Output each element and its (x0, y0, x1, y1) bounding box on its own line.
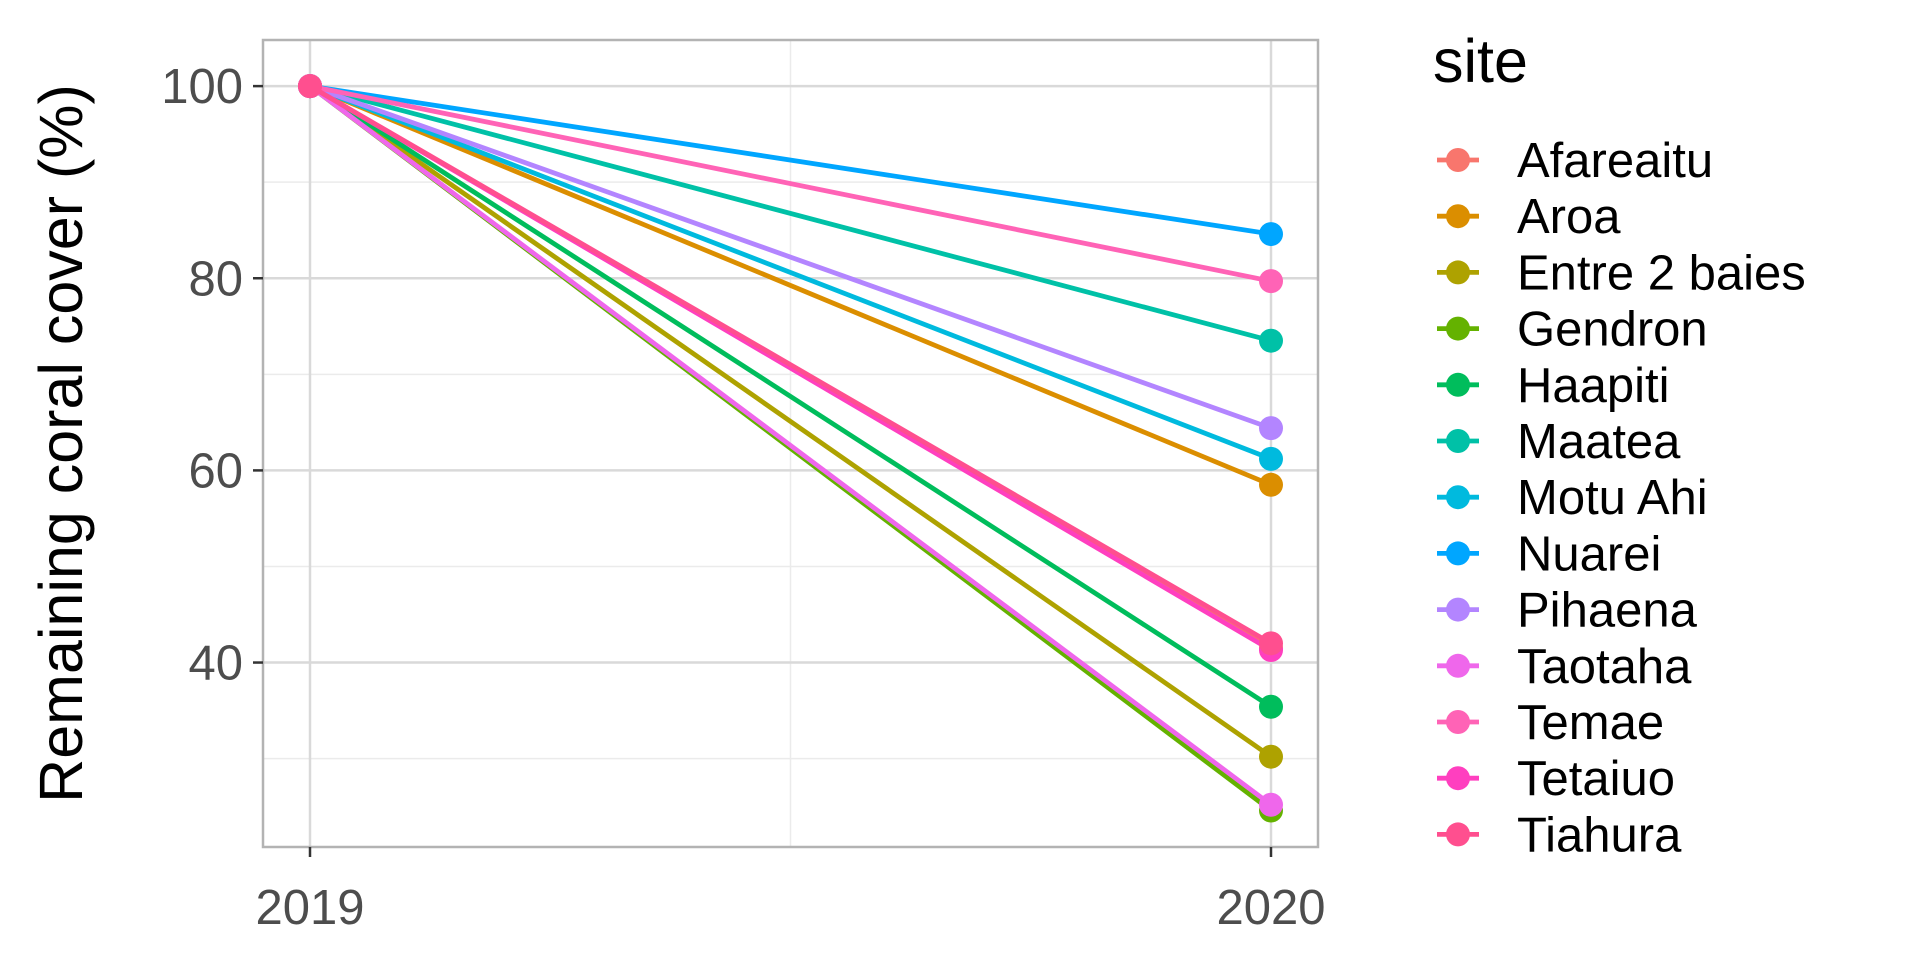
x-tick-label: 2020 (1216, 881, 1325, 935)
y-tick-label: 100 (161, 60, 243, 114)
legend-item-aroa: Aroa (1437, 190, 1621, 244)
legend-label: Maatea (1517, 415, 1681, 469)
legend-key-point (1446, 485, 1470, 510)
legend-key-point (1446, 260, 1470, 285)
y-axis: 40 60 80 100 (161, 60, 263, 691)
data-point-tiahura (298, 74, 322, 99)
legend-item-afareaitu: Afareaitu (1437, 134, 1713, 188)
legend-key-point (1446, 766, 1470, 791)
legend-item-temae: Temae (1437, 696, 1664, 750)
legend-label: Afareaitu (1517, 134, 1713, 188)
legend-label: Haapiti (1517, 359, 1670, 413)
legend-key-point (1446, 372, 1470, 397)
y-tick-label: 80 (188, 252, 243, 306)
series-line-pihaena (309, 83, 1272, 431)
data-point-haapiti (1259, 694, 1283, 719)
data-point-tiahura (1259, 631, 1283, 656)
legend-item-gendron: Gendron (1437, 303, 1708, 357)
legend-label: Tiahura (1517, 808, 1682, 862)
series-line-maatea (309, 83, 1272, 344)
legend-label: Taotaha (1517, 640, 1692, 694)
legend-key-point (1446, 710, 1470, 734)
legend-item-tetaiuo: Tetaiuo (1437, 752, 1675, 806)
legend-item-taotaha: Taotaha (1437, 640, 1692, 694)
legend-key-point (1446, 541, 1470, 566)
y-tick-label: 60 (188, 444, 243, 498)
legend-item-tiahura: Tiahura (1437, 808, 1682, 862)
y-axis-title: Remaining coral cover (%) (27, 84, 95, 803)
series-line-temae (309, 83, 1272, 284)
legend-label: Temae (1517, 696, 1664, 750)
series-line-nuarei (309, 83, 1272, 237)
series-line-haapiti (308, 84, 1273, 709)
data-point-motu-ahi (1259, 446, 1283, 471)
legend-item-motu-ahi: Motu Ahi (1437, 471, 1708, 525)
data-point-taotaha (1259, 792, 1283, 817)
data-point-pihaena (1259, 416, 1283, 441)
series-line-taotaha (308, 84, 1273, 807)
legend-title: site (1433, 27, 1528, 95)
legend-key-point (1446, 597, 1470, 622)
legend-item-nuarei: Nuarei (1437, 527, 1661, 581)
legend-label: Pihaena (1517, 584, 1698, 638)
series-line-aroa (309, 83, 1272, 488)
legend-item-haapiti: Haapiti (1437, 359, 1670, 413)
legend-key-point (1446, 653, 1470, 678)
series-tiahura (298, 74, 1283, 656)
data-point-nuarei (1259, 222, 1283, 247)
legend-key-point (1446, 204, 1470, 229)
legend-key-point (1446, 822, 1470, 847)
series-line-entre-2-baies (308, 84, 1273, 759)
y-tick-label: 40 (188, 637, 243, 691)
legend-label: Tetaiuo (1517, 752, 1675, 806)
legend-label: Nuarei (1517, 527, 1661, 581)
series-line-motu-ahi (309, 83, 1272, 462)
data-point-entre-2-baies (1259, 744, 1283, 769)
x-axis: 2019 2020 (255, 847, 1326, 935)
data-point-aroa (1259, 472, 1283, 497)
legend-key-point (1446, 429, 1470, 453)
legend-key-point (1446, 316, 1470, 341)
data-point-maatea (1259, 328, 1283, 353)
legend-label: Aroa (1517, 190, 1621, 244)
legend-key-point (1446, 148, 1470, 172)
legend-item-entre-2-baies: Entre 2 baies (1437, 246, 1806, 300)
legend-item-pihaena: Pihaena (1437, 584, 1698, 638)
legend-label: Gendron (1517, 303, 1708, 357)
legend-label: Entre 2 baies (1517, 246, 1806, 300)
legend-label: Motu Ahi (1517, 471, 1708, 525)
series-line-tiahura (308, 84, 1273, 646)
series-layer (298, 74, 1283, 823)
legend-item-maatea: Maatea (1437, 415, 1681, 469)
x-tick-label: 2019 (255, 881, 364, 935)
data-point-temae (1259, 269, 1283, 294)
plot-panel-border (261, 38, 1320, 849)
